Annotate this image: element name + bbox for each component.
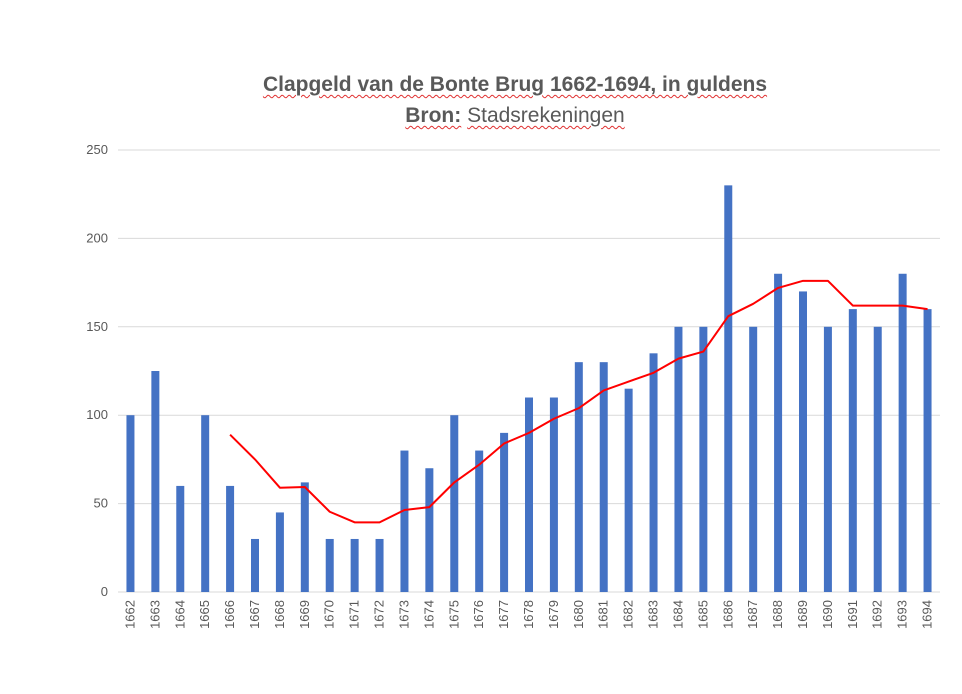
bar-1685 bbox=[699, 326, 708, 592]
x-tick-label: 1689 bbox=[795, 600, 810, 629]
bar-1668 bbox=[275, 512, 284, 592]
subtitle-text: Stadsrekeningen bbox=[467, 104, 625, 127]
bar-1669 bbox=[300, 482, 309, 592]
x-tick-label: 1670 bbox=[322, 600, 337, 629]
x-tick-label: 1667 bbox=[247, 600, 262, 629]
y-tick-label: 250 bbox=[86, 142, 108, 157]
x-tick-label: 1669 bbox=[297, 600, 312, 629]
bar-1686 bbox=[724, 185, 733, 593]
x-tick-label: 1692 bbox=[870, 600, 885, 629]
bar-1676 bbox=[475, 450, 484, 592]
x-tick-label: 1679 bbox=[546, 600, 561, 629]
x-tick-label: 1681 bbox=[596, 600, 611, 629]
x-tick-label: 1671 bbox=[347, 600, 362, 629]
x-tick-label: 1694 bbox=[920, 600, 935, 629]
x-tick-label: 1672 bbox=[372, 600, 387, 629]
x-tick-label: 1691 bbox=[845, 600, 860, 629]
bar-1692 bbox=[873, 326, 882, 592]
x-tick-label: 1686 bbox=[720, 600, 735, 629]
x-tick-label: 1675 bbox=[446, 600, 461, 629]
x-tick-label: 1665 bbox=[197, 600, 212, 629]
bar-1673 bbox=[400, 450, 409, 592]
bar-1678 bbox=[525, 397, 533, 592]
bar-1674 bbox=[425, 468, 434, 592]
x-tick-label: 1664 bbox=[172, 600, 187, 629]
x-tick-label: 1663 bbox=[147, 600, 162, 629]
x-tick-label: 1676 bbox=[471, 600, 486, 629]
subtitle-label: Bron: bbox=[405, 104, 462, 127]
bar-1679 bbox=[549, 397, 558, 592]
y-tick-label: 50 bbox=[94, 496, 108, 511]
bar-1688 bbox=[774, 273, 783, 592]
bar-1664 bbox=[176, 485, 185, 592]
chart-subtitle: Bron: Stadsrekeningen bbox=[0, 101, 962, 131]
x-tick-label: 1677 bbox=[496, 600, 511, 629]
bar-1666 bbox=[226, 485, 235, 592]
bar-1691 bbox=[848, 309, 857, 592]
y-tick-label: 150 bbox=[86, 319, 108, 334]
bar-1677 bbox=[500, 432, 509, 592]
x-tick-label: 1688 bbox=[770, 600, 785, 629]
bar-1671 bbox=[350, 538, 359, 592]
x-tick-label: 1685 bbox=[695, 600, 710, 629]
x-tick-label: 1680 bbox=[571, 600, 586, 629]
bar-1663 bbox=[151, 371, 160, 592]
bar-1683 bbox=[649, 353, 658, 592]
x-tick-label: 1684 bbox=[670, 600, 685, 629]
bar-1689 bbox=[799, 291, 807, 592]
bar-1672 bbox=[375, 538, 384, 592]
bar-1693 bbox=[898, 273, 907, 592]
x-tick-label: 1674 bbox=[421, 600, 436, 629]
x-tick-label: 1673 bbox=[396, 600, 411, 629]
x-tick-label: 1693 bbox=[895, 600, 910, 629]
bar-1690 bbox=[823, 326, 832, 592]
bar-1680 bbox=[574, 362, 583, 592]
x-tick-label: 1678 bbox=[521, 600, 536, 629]
bar-1662 bbox=[126, 415, 135, 592]
x-tick-label: 1662 bbox=[122, 600, 137, 629]
bar-1682 bbox=[624, 388, 633, 592]
chart-title: Clapgeld van de Bonte Brug 1662-1694, in… bbox=[262, 73, 768, 96]
y-tick-label: 0 bbox=[101, 584, 108, 599]
x-tick-label: 1682 bbox=[621, 600, 636, 629]
bar-1687 bbox=[749, 326, 758, 592]
bar-1665 bbox=[201, 415, 210, 592]
bar-1684 bbox=[674, 326, 683, 592]
bar-1670 bbox=[325, 538, 334, 592]
x-tick-label: 1666 bbox=[222, 600, 237, 629]
x-tick-label: 1668 bbox=[272, 600, 287, 629]
bar-1694 bbox=[923, 309, 932, 592]
x-tick-label: 1690 bbox=[820, 600, 835, 629]
bar-1681 bbox=[599, 362, 608, 592]
y-tick-label: 100 bbox=[86, 407, 108, 422]
bar-1675 bbox=[450, 415, 459, 592]
x-tick-label: 1687 bbox=[745, 600, 760, 629]
x-tick-label: 1683 bbox=[646, 600, 661, 629]
y-tick-label: 200 bbox=[86, 230, 108, 245]
bar-1667 bbox=[251, 538, 259, 592]
